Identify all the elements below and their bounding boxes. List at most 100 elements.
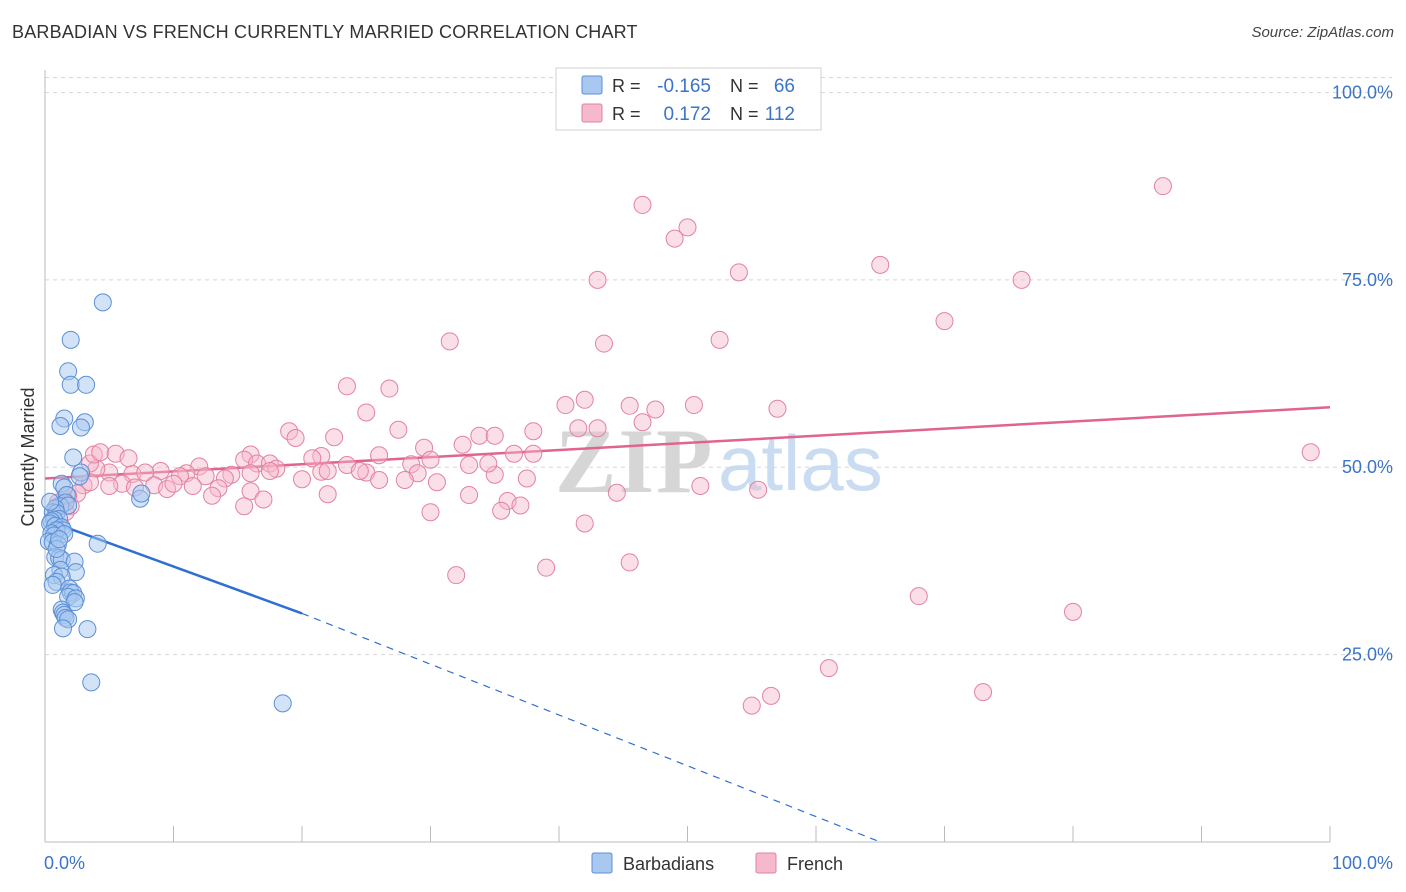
french-trend-line xyxy=(44,406,1331,480)
stats-legend: R = -0.165 N = 66 R = 0.172 N = 112 xyxy=(555,67,822,131)
french-point xyxy=(749,480,768,499)
french-n-value: 112 xyxy=(765,104,795,125)
french-point xyxy=(588,270,607,289)
french-point xyxy=(575,390,594,409)
french-point xyxy=(215,469,234,488)
legend-french-label: French xyxy=(787,854,843,874)
barbadian-point xyxy=(61,330,80,349)
french-point xyxy=(768,399,787,418)
french-point xyxy=(729,263,748,282)
french-point xyxy=(196,467,215,486)
french-point xyxy=(524,422,543,441)
french-point xyxy=(286,429,305,448)
barbadian-point xyxy=(82,673,101,692)
french-point xyxy=(119,449,138,468)
barbadians-r-value: -0.165 xyxy=(657,76,711,97)
french-point xyxy=(569,419,588,438)
french-point xyxy=(575,514,594,533)
barbadian-point xyxy=(88,534,107,553)
french-point xyxy=(479,454,498,473)
french-point xyxy=(370,470,389,489)
barbadian-point xyxy=(71,418,90,437)
source-label: Source: ZipAtlas.com xyxy=(1251,24,1394,41)
barbadians-r-label: R = xyxy=(612,76,641,96)
french-n-label: N = xyxy=(730,104,759,124)
french-point xyxy=(505,444,524,463)
watermark-zip: ZIP xyxy=(555,410,714,512)
legend-french-swatch xyxy=(755,852,777,874)
barbadian-point xyxy=(53,619,72,638)
trend-lines xyxy=(44,406,1331,843)
french-point xyxy=(421,503,440,522)
french-point xyxy=(974,683,993,702)
legend-barbadians-label: Barbadians xyxy=(623,854,714,874)
french-point xyxy=(209,479,228,498)
french-point xyxy=(607,483,626,502)
barbadian-point xyxy=(50,530,69,549)
french-point xyxy=(460,455,479,474)
french-point xyxy=(183,476,202,495)
french-point xyxy=(485,465,504,484)
chart-title: BARBADIAN VS FRENCH CURRENTLY MARRIED CO… xyxy=(12,22,638,42)
barbadian-point xyxy=(77,375,96,394)
french-point xyxy=(241,482,260,501)
barbadian-point xyxy=(78,620,97,639)
gridlines xyxy=(45,76,1392,656)
french-point xyxy=(357,403,376,422)
barbadians-trend-extension xyxy=(301,612,881,843)
french-point xyxy=(427,473,446,492)
french-point xyxy=(588,419,607,438)
y-tick-label-50: 50.0% xyxy=(1342,457,1393,477)
french-point xyxy=(762,686,781,705)
french-point xyxy=(170,467,189,486)
french-point xyxy=(633,413,652,432)
y-axis-title: Currently Married xyxy=(18,387,38,526)
french-point xyxy=(871,255,890,274)
french-point xyxy=(380,379,399,398)
french-point xyxy=(241,464,260,483)
french-point xyxy=(537,558,556,577)
french-point xyxy=(337,377,356,396)
french-point xyxy=(350,461,369,480)
french-point xyxy=(492,501,511,520)
french-point xyxy=(935,312,954,331)
french-point xyxy=(370,446,389,465)
french-point xyxy=(684,396,703,415)
x-ticks xyxy=(44,826,1331,842)
y-tick-label-25: 25.0% xyxy=(1342,645,1393,665)
french-point xyxy=(691,476,710,495)
french-point xyxy=(517,469,536,488)
y-tick-label-75: 75.0% xyxy=(1342,270,1393,290)
french-point xyxy=(1153,177,1172,196)
french-point xyxy=(470,426,489,445)
french-point xyxy=(312,462,331,481)
french-point xyxy=(447,566,466,585)
barbadian-point xyxy=(41,492,60,511)
french-point xyxy=(742,696,761,715)
french-point xyxy=(524,444,543,463)
french-point xyxy=(100,476,119,495)
barbadian-point xyxy=(132,484,151,503)
french-point xyxy=(389,420,408,439)
french-point xyxy=(280,422,299,441)
barbadian-point xyxy=(273,694,292,713)
french-point xyxy=(620,396,639,415)
french-point xyxy=(485,426,504,445)
french-point xyxy=(1064,602,1082,621)
french-point xyxy=(318,461,337,480)
french-point xyxy=(909,587,928,606)
bottom-legend: Barbadians French xyxy=(591,852,843,874)
french-point xyxy=(318,485,337,504)
french-point xyxy=(402,455,421,474)
french-point xyxy=(164,474,183,493)
french-point xyxy=(453,435,472,454)
french-point xyxy=(594,334,613,353)
french-point xyxy=(556,396,575,415)
french-point xyxy=(665,229,684,248)
french-point xyxy=(646,400,665,419)
legend-barbadians-swatch xyxy=(591,852,613,874)
barbadian-points xyxy=(39,293,292,713)
french-point xyxy=(678,218,697,237)
french-swatch xyxy=(581,103,603,123)
